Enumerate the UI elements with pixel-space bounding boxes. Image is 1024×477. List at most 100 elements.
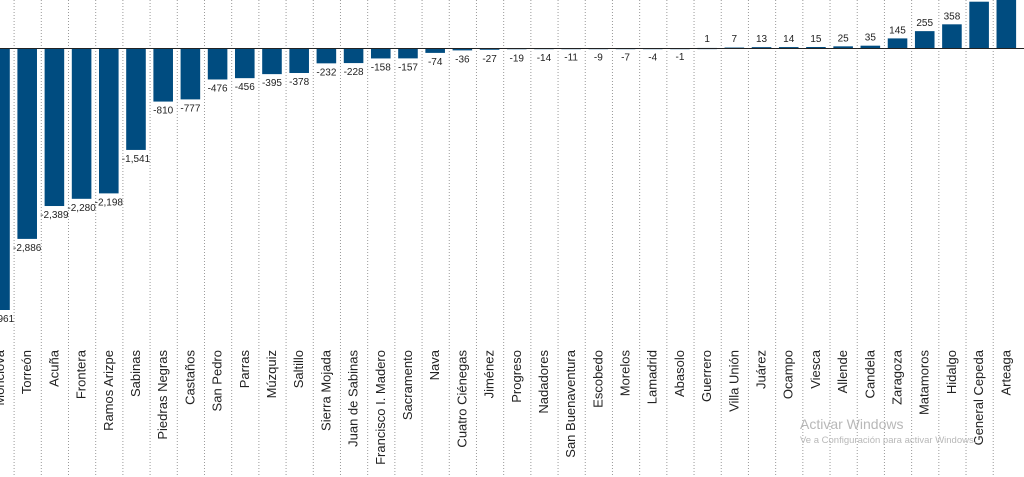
bar bbox=[71, 48, 92, 199]
bar bbox=[778, 47, 799, 49]
windows-activation-watermark: Activar Windows Ve a Configuración para … bbox=[800, 416, 1024, 447]
category-label: Ramos Arizpe bbox=[101, 350, 116, 431]
data-label: -395 bbox=[262, 78, 282, 89]
category-label: Saltillo bbox=[291, 350, 306, 388]
category-label: General Cepeda bbox=[971, 349, 986, 445]
bar bbox=[751, 47, 772, 49]
data-label: -11 bbox=[564, 53, 578, 64]
category-label: Ocampo bbox=[781, 350, 796, 399]
bar bbox=[126, 48, 146, 150]
bar bbox=[17, 48, 37, 239]
category-label: Sabinas bbox=[128, 350, 143, 397]
bar bbox=[289, 48, 309, 74]
category-label: Jiménez bbox=[482, 350, 497, 398]
bar bbox=[942, 24, 962, 48]
data-label: -157 bbox=[398, 62, 418, 73]
category-label: Juan de Sabinas bbox=[346, 350, 361, 447]
bar bbox=[262, 48, 282, 75]
data-label: 25 bbox=[838, 33, 850, 44]
data-label: -810 bbox=[153, 106, 173, 117]
category-label: Arteaga bbox=[998, 349, 1013, 395]
data-label: 35 bbox=[865, 33, 877, 44]
category-label: Progreso bbox=[509, 350, 524, 403]
category-label: Nadadores bbox=[536, 350, 551, 414]
category-label: Juárez bbox=[754, 350, 769, 389]
data-label: -9 bbox=[594, 53, 603, 64]
data-label: -74 bbox=[428, 57, 443, 68]
data-label: -2,389 bbox=[40, 210, 69, 221]
data-label: -1 bbox=[675, 52, 684, 63]
data-label: -1,541 bbox=[122, 154, 151, 165]
category-label: Guerrero bbox=[699, 350, 714, 402]
category-label: San Buenaventura bbox=[563, 349, 578, 457]
category-label: Francisco I. Madero bbox=[373, 350, 388, 465]
data-label: 358 bbox=[944, 11, 961, 22]
data-label: -27 bbox=[482, 54, 497, 65]
data-label: -3,961 bbox=[0, 314, 15, 325]
bar bbox=[806, 47, 826, 49]
bar bbox=[180, 48, 201, 100]
data-label: 13 bbox=[756, 34, 768, 45]
category-label: Múzquiz bbox=[264, 350, 279, 398]
data-label: -456 bbox=[235, 82, 255, 93]
bar bbox=[207, 48, 228, 80]
bar bbox=[833, 46, 853, 48]
category-label: Viesca bbox=[808, 349, 823, 389]
category-label: San Pedro bbox=[210, 350, 225, 411]
bar bbox=[44, 48, 65, 207]
category-label: Allende bbox=[835, 350, 850, 393]
bar bbox=[0, 48, 10, 310]
data-label: 1 bbox=[704, 34, 710, 45]
watermark-subtitle: Ve a Configuración para activar Windows. bbox=[800, 435, 977, 446]
category-label: Morelos bbox=[618, 350, 633, 397]
data-label: 15 bbox=[810, 34, 822, 45]
data-label: 145 bbox=[889, 25, 906, 36]
data-label: -19 bbox=[510, 53, 525, 64]
category-label: Torreón bbox=[19, 350, 34, 394]
category-label: Acuña bbox=[46, 349, 61, 387]
bar bbox=[887, 38, 908, 48]
bar bbox=[996, 0, 1017, 48]
category-label: Zaragoza bbox=[890, 349, 905, 405]
bar bbox=[969, 1, 989, 48]
category-label: Escobedo bbox=[590, 350, 605, 408]
bar bbox=[452, 48, 473, 51]
bar bbox=[398, 48, 418, 59]
category-label: Sacramento bbox=[400, 350, 415, 420]
category-label: Hidalgo bbox=[944, 350, 959, 394]
watermark-title: Activar Windows bbox=[800, 416, 904, 432]
category-label: Matamoros bbox=[917, 350, 932, 416]
data-label: -232 bbox=[316, 67, 336, 78]
bar bbox=[153, 48, 173, 102]
data-label: -14 bbox=[537, 53, 552, 64]
data-label: -2,886 bbox=[13, 243, 42, 254]
data-label: -476 bbox=[208, 83, 228, 94]
data-label: -158 bbox=[371, 62, 391, 73]
bar bbox=[99, 48, 119, 194]
data-label: -2,280 bbox=[67, 203, 96, 214]
category-label: Abasolo bbox=[672, 350, 687, 397]
bar bbox=[343, 48, 364, 64]
data-label: -378 bbox=[289, 77, 309, 88]
data-label: 14 bbox=[783, 34, 795, 45]
bar bbox=[425, 48, 445, 53]
data-label: -4 bbox=[648, 52, 657, 63]
category-label: Candela bbox=[862, 349, 877, 398]
data-label: -228 bbox=[344, 67, 364, 78]
data-label: 255 bbox=[916, 18, 933, 29]
category-label: Villa Unión bbox=[726, 350, 741, 412]
category-label: Piedras Negras bbox=[155, 350, 170, 440]
category-label: Nava bbox=[427, 349, 442, 380]
bar bbox=[316, 48, 337, 64]
category-label: Frontera bbox=[74, 349, 89, 399]
data-label: -2,198 bbox=[95, 197, 124, 208]
category-label: Monclova bbox=[0, 349, 7, 405]
category-label: Sierra Mojada bbox=[318, 349, 333, 431]
category-label: Parras bbox=[237, 350, 252, 389]
bar bbox=[860, 45, 881, 48]
bar bbox=[234, 48, 255, 79]
data-label: -7 bbox=[621, 52, 630, 63]
bar bbox=[370, 48, 391, 59]
category-label: Cuatro Ciénegas bbox=[454, 350, 469, 448]
